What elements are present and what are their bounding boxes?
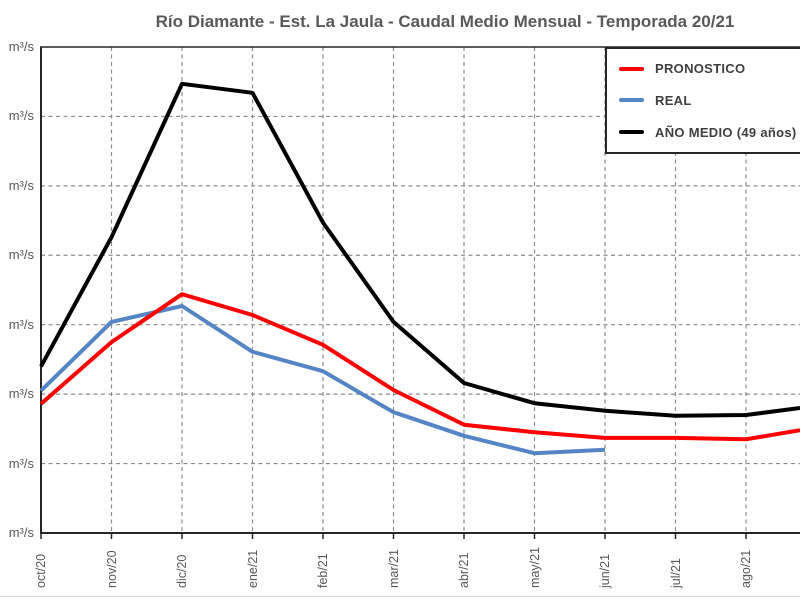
legend-label-ano-medio: AÑO MEDIO (49 años) [655, 124, 797, 140]
x-axis-tick-label: oct/20 [34, 553, 48, 588]
x-axis-tick-label: nov/20 [104, 550, 119, 588]
x-axis-tick-label: abr/21 [457, 552, 471, 588]
x-axis-tick-label: may/21 [527, 547, 542, 588]
legend-box: PRONOSTICO REAL AÑO MEDIO (49 años) [605, 47, 800, 154]
x-axis-tick-label: jul/21 [668, 558, 683, 588]
legend-item-pronostico: PRONOSTICO [619, 61, 800, 76]
x-axis-tick-label: feb/21 [316, 553, 330, 588]
legend-label-real: REAL [655, 92, 692, 108]
series-line-real [39, 304, 606, 456]
bottom-divider-line [0, 596, 800, 597]
y-axis-unit-label: m³/s [8, 108, 34, 124]
y-axis-unit-label: m³/s [8, 525, 34, 540]
chart-title: Río Diamante - Est. La Jaula - Caudal Me… [155, 12, 735, 31]
pronostico-line-swatch [619, 66, 644, 71]
x-axis-tick-label: dic/20 [175, 554, 189, 588]
ano-medio-line-swatch [619, 130, 644, 135]
legend-item-real: REAL [619, 93, 800, 108]
real-line-swatch [619, 98, 644, 103]
x-axis-tick-label: mar/21 [386, 549, 401, 588]
y-axis-unit-label: m³/s [8, 455, 34, 471]
series-line-pronostico [39, 292, 800, 442]
y-axis-unit-label: m³/s [8, 316, 34, 332]
legend-label-pronostico: PRONOSTICO [655, 61, 746, 77]
x-axis-tick-label: ago/21 [739, 549, 753, 588]
y-axis-unit-label: m³/s [8, 38, 34, 54]
y-axis-unit-label: m³/s [8, 386, 34, 402]
series-line-a-o-medio-49-a-os [39, 81, 800, 418]
x-axis-tick-label: ene/21 [245, 549, 260, 588]
y-axis-unit-label: m³/s [8, 247, 34, 263]
legend-item-ano-medio: AÑO MEDIO (49 años) [619, 125, 800, 140]
x-axis-tick-label: jun/21 [598, 553, 612, 588]
y-axis-unit-label: m³/s [8, 177, 34, 193]
